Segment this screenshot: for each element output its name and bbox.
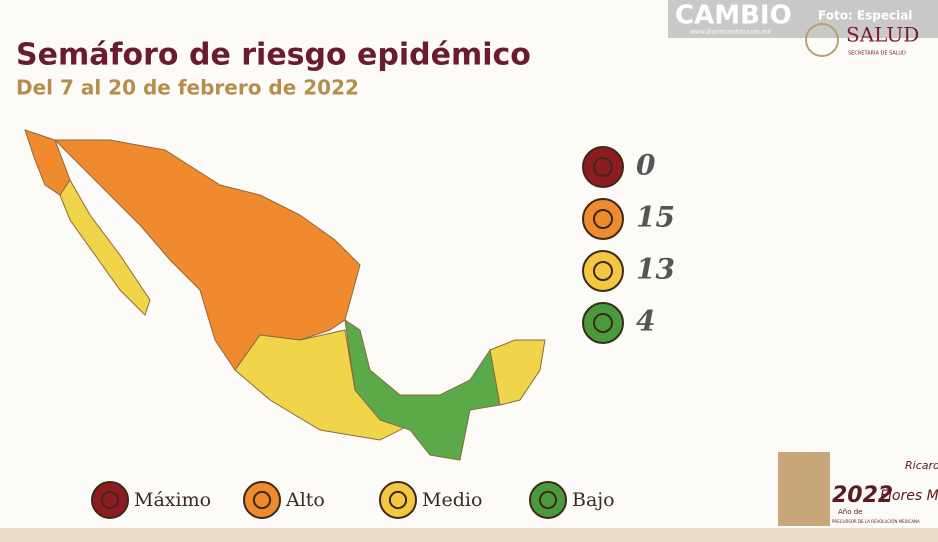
count: 15 (636, 201, 675, 234)
icon (582, 146, 624, 188)
brand: CAMBIO (675, 1, 792, 31)
icon (582, 250, 624, 292)
footer-year-note: Año de (838, 508, 862, 516)
legend-label: Bajo (572, 489, 615, 511)
legend-label: Medio (422, 489, 482, 511)
icon-inner (100, 490, 120, 510)
legend-label: Máximo (134, 489, 211, 511)
count: 0 (636, 149, 656, 182)
bottom-strip (0, 528, 938, 542)
region-alto (53, 139, 361, 371)
subtitle: Del 7 al 20 de febrero de 2022 (16, 76, 359, 100)
icon (582, 198, 624, 240)
footer-name-top: Ricardo (905, 459, 938, 472)
footer-year: 2022 (832, 483, 893, 508)
region-medio (489, 339, 546, 406)
map (24, 129, 546, 461)
portrait (778, 452, 830, 526)
footer-tagline: PRECURSOR DE LA REVOLUCIÓN MEXICANA (832, 519, 920, 524)
icon-inner (593, 157, 613, 177)
icon-inner (593, 313, 613, 333)
icon-inner (538, 490, 558, 510)
region-medio (59, 179, 151, 316)
logo-emblem (805, 23, 839, 57)
icon (582, 302, 624, 344)
count: 4 (636, 305, 655, 338)
icon (243, 481, 281, 519)
logo-agency: SECRETARÍA DE SALUD (848, 50, 906, 57)
icon-inner (593, 209, 613, 229)
icon (91, 481, 129, 519)
icon (529, 481, 567, 519)
count: 13 (636, 253, 675, 286)
region-bajo (344, 318, 501, 461)
site: www.diariocambio.com.mx (690, 29, 771, 36)
icon-inner (252, 490, 272, 510)
footer-name: Flores Magón (880, 488, 938, 504)
legend-label: Alto (285, 489, 325, 511)
logo-name: SALUD (846, 23, 919, 47)
icon-inner (593, 261, 613, 281)
icon-inner (388, 490, 408, 510)
watermark-bar (668, 0, 938, 38)
icon (379, 481, 417, 519)
credit: Foto: Especial (818, 9, 912, 23)
title: Semáforo de riesgo epidémico (16, 38, 531, 73)
